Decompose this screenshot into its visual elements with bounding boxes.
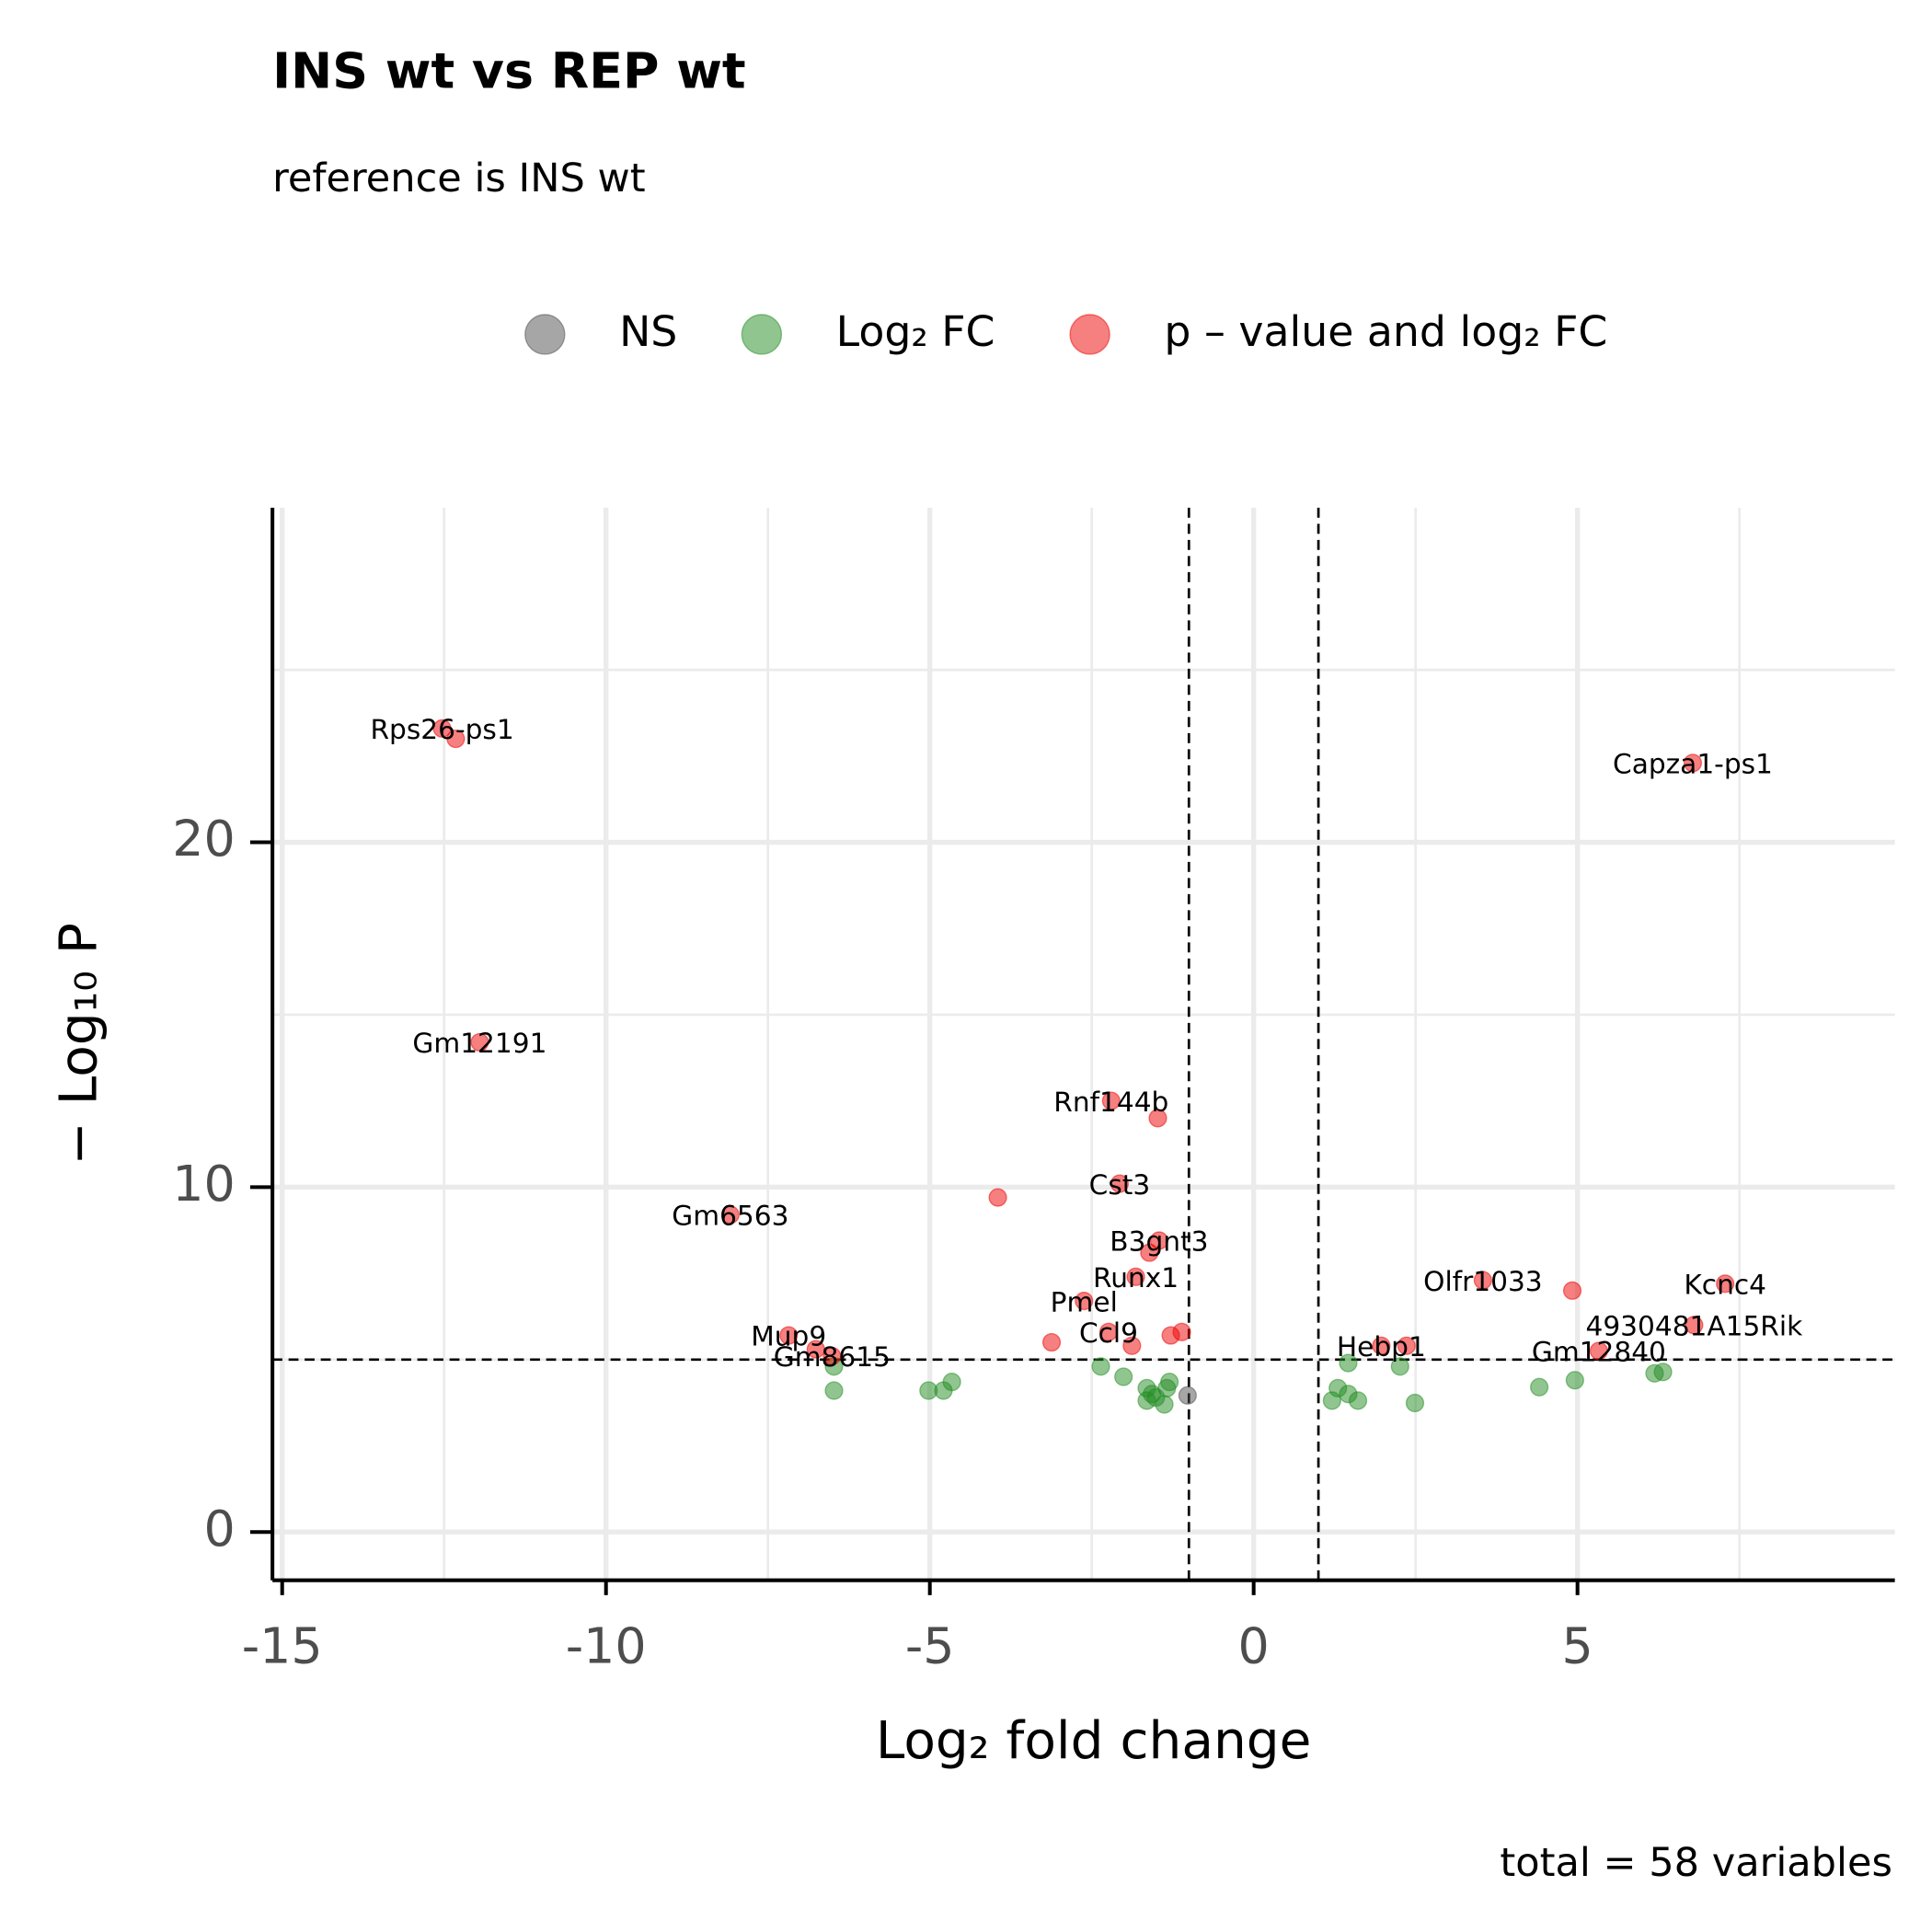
point-label: Rnf144b [1053, 1087, 1168, 1118]
point-label: Cst3 [1089, 1169, 1151, 1201]
point [1473, 1271, 1492, 1290]
point [432, 719, 452, 738]
point [1149, 1231, 1168, 1250]
point [1126, 1267, 1145, 1286]
point [1101, 1091, 1121, 1110]
point [1140, 1243, 1159, 1262]
point [470, 1032, 489, 1052]
point [1372, 1336, 1391, 1355]
point [1146, 1387, 1166, 1408]
legend-marker [741, 314, 783, 355]
point [942, 1373, 961, 1392]
point [1148, 1109, 1167, 1128]
point-label: Rps26-ps1 [370, 714, 513, 745]
legend-label: Log₂ FC [836, 307, 995, 356]
point-label: Capza1-ps1 [1613, 749, 1773, 780]
point [1390, 1357, 1409, 1376]
point [1562, 1281, 1582, 1300]
legend-label: p – value and log₂ FC [1164, 307, 1607, 356]
point-label: Ccl9 [1079, 1317, 1138, 1349]
x-tick-label: -15 [242, 1617, 323, 1675]
point-label: B3gnt3 [1110, 1226, 1208, 1258]
x-tick-label: -5 [905, 1617, 955, 1675]
point [1530, 1377, 1549, 1397]
x-tick-label: 5 [1562, 1617, 1593, 1675]
point [824, 1381, 844, 1400]
point [446, 729, 466, 749]
point [1110, 1174, 1130, 1193]
point-label: Gm8615 [774, 1341, 891, 1373]
point [1339, 1353, 1358, 1373]
y-tick-label: 0 [204, 1500, 236, 1558]
point [1565, 1371, 1584, 1390]
point-label: Gm12840 [1532, 1337, 1666, 1368]
x-tick-label: -10 [566, 1617, 647, 1675]
point [1397, 1336, 1416, 1355]
caption: total = 58 variables [1500, 1840, 1892, 1886]
point [822, 1346, 842, 1366]
point-label: Olfr1033 [1423, 1266, 1542, 1297]
point [1075, 1291, 1094, 1311]
point-label: 4930481A15Rik [1586, 1310, 1804, 1341]
legend-label: NS [619, 307, 677, 356]
point-label: Hebp1 [1337, 1331, 1426, 1363]
point-label: Mup9 [751, 1321, 826, 1352]
point [1114, 1367, 1133, 1386]
x-axis-label: Log₂ fold change [876, 1711, 1312, 1771]
point [1091, 1357, 1110, 1376]
point [1716, 1274, 1735, 1294]
point-label: Runx1 [1093, 1262, 1179, 1294]
y-tick-label: 20 [172, 810, 235, 868]
point-label: Gm6563 [672, 1201, 788, 1232]
point [1653, 1363, 1673, 1382]
point [720, 1205, 740, 1225]
point [1122, 1336, 1142, 1355]
point [1098, 1322, 1119, 1341]
point [779, 1326, 799, 1345]
point [1322, 1391, 1341, 1410]
point-label: Gm12191 [412, 1028, 546, 1059]
point [1405, 1393, 1425, 1413]
point [806, 1340, 825, 1359]
point [1172, 1322, 1191, 1341]
point [988, 1188, 1007, 1207]
chart-subtitle: reference is INS wt [272, 155, 645, 201]
point [1683, 753, 1703, 773]
x-tick-label: 0 [1238, 1617, 1270, 1675]
point [1348, 1391, 1368, 1410]
point [1589, 1341, 1608, 1361]
point [1041, 1332, 1062, 1352]
y-tick-label: 10 [172, 1155, 235, 1213]
chart-title: INS wt vs REP wt [272, 41, 746, 99]
legend-marker [1069, 314, 1110, 355]
legend-marker [524, 314, 566, 355]
y-axis-label: − Log₁₀ P [49, 923, 109, 1166]
point-label: Pmel [1051, 1286, 1118, 1317]
point [1178, 1386, 1197, 1405]
point [1685, 1316, 1704, 1335]
point-label: Kcnc4 [1684, 1270, 1766, 1301]
